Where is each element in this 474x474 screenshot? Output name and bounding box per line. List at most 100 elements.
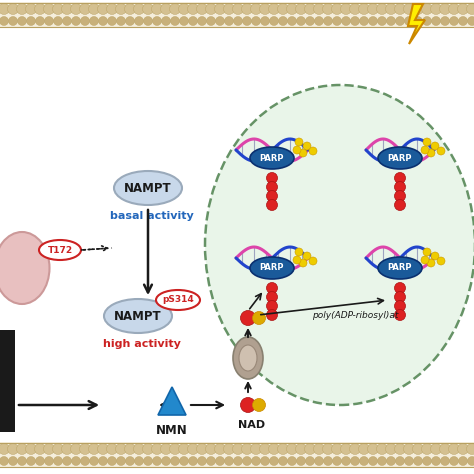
Circle shape [288, 456, 297, 465]
Circle shape [332, 17, 341, 26]
Circle shape [18, 456, 27, 465]
Circle shape [270, 17, 279, 26]
Circle shape [403, 3, 414, 15]
Circle shape [99, 17, 108, 26]
Circle shape [240, 398, 255, 412]
Circle shape [422, 456, 431, 465]
Circle shape [108, 456, 117, 465]
Circle shape [394, 182, 405, 192]
Circle shape [224, 3, 235, 15]
Circle shape [395, 17, 404, 26]
Circle shape [90, 17, 99, 26]
Ellipse shape [378, 257, 422, 279]
Circle shape [153, 456, 162, 465]
Ellipse shape [104, 299, 172, 333]
Ellipse shape [250, 257, 294, 279]
Circle shape [421, 3, 432, 15]
Circle shape [297, 17, 306, 26]
Circle shape [309, 147, 317, 155]
Circle shape [98, 444, 109, 455]
Circle shape [225, 456, 234, 465]
Circle shape [53, 3, 64, 15]
Circle shape [421, 256, 429, 264]
Circle shape [189, 456, 198, 465]
Ellipse shape [114, 171, 182, 205]
Circle shape [62, 444, 73, 455]
Circle shape [427, 149, 435, 157]
Circle shape [427, 259, 435, 267]
Circle shape [349, 3, 361, 15]
Circle shape [293, 146, 301, 154]
Circle shape [349, 444, 361, 455]
Circle shape [107, 444, 118, 455]
Circle shape [162, 17, 171, 26]
Text: poly(ADP-ribosyl)at: poly(ADP-ribosyl)at [312, 310, 398, 319]
Circle shape [385, 444, 396, 455]
Circle shape [359, 456, 368, 465]
Circle shape [341, 456, 350, 465]
Circle shape [107, 3, 118, 15]
Circle shape [322, 444, 334, 455]
Ellipse shape [156, 290, 200, 310]
Circle shape [394, 191, 405, 201]
Circle shape [63, 456, 72, 465]
Circle shape [368, 17, 377, 26]
Ellipse shape [39, 240, 81, 260]
Circle shape [322, 3, 334, 15]
Circle shape [27, 17, 36, 26]
Circle shape [116, 444, 127, 455]
Circle shape [430, 444, 441, 455]
Circle shape [252, 456, 261, 465]
Circle shape [180, 456, 189, 465]
Circle shape [35, 444, 46, 455]
Circle shape [116, 3, 127, 15]
Circle shape [394, 292, 405, 302]
Circle shape [413, 456, 422, 465]
Circle shape [36, 17, 45, 26]
Circle shape [35, 3, 46, 15]
Circle shape [125, 3, 136, 15]
Circle shape [377, 17, 386, 26]
Circle shape [431, 17, 440, 26]
Circle shape [216, 456, 225, 465]
Circle shape [403, 444, 414, 455]
Circle shape [295, 138, 303, 146]
Circle shape [358, 3, 370, 15]
Circle shape [440, 456, 449, 465]
Circle shape [288, 17, 297, 26]
Circle shape [268, 444, 280, 455]
Circle shape [216, 17, 225, 26]
Circle shape [206, 3, 217, 15]
Text: NAD: NAD [238, 420, 265, 430]
Circle shape [386, 17, 395, 26]
Circle shape [306, 456, 315, 465]
Circle shape [72, 456, 81, 465]
Ellipse shape [239, 345, 257, 371]
Circle shape [54, 17, 63, 26]
Circle shape [313, 444, 325, 455]
Circle shape [26, 444, 36, 455]
Bar [0, 2, 474, 28]
Bar [0, 330, 15, 432]
Circle shape [421, 444, 432, 455]
Circle shape [224, 444, 235, 455]
Circle shape [8, 444, 18, 455]
Circle shape [448, 3, 459, 15]
Circle shape [170, 3, 181, 15]
Circle shape [259, 444, 271, 455]
Circle shape [215, 444, 226, 455]
Circle shape [266, 310, 277, 320]
Circle shape [240, 310, 255, 326]
Circle shape [340, 444, 352, 455]
Circle shape [126, 456, 135, 465]
Circle shape [250, 444, 262, 455]
Circle shape [394, 301, 405, 311]
Circle shape [0, 456, 9, 465]
Circle shape [45, 17, 54, 26]
Circle shape [309, 257, 317, 265]
Circle shape [134, 3, 145, 15]
Circle shape [340, 3, 352, 15]
Circle shape [125, 444, 136, 455]
Circle shape [395, 456, 404, 465]
Text: high activity: high activity [103, 339, 181, 349]
